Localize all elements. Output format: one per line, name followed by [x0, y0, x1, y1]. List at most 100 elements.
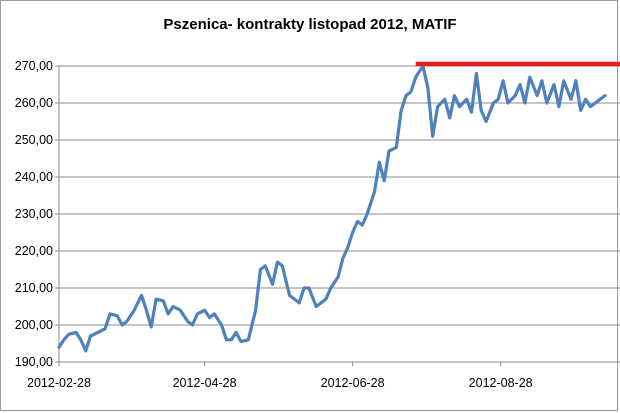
data-point [574, 79, 578, 83]
data-point [230, 338, 233, 341]
x-tick-label: 2012-04-28 [173, 376, 237, 390]
data-point [528, 75, 531, 79]
data-point [171, 305, 175, 308]
y-tick-label: 270,00 [15, 59, 53, 73]
data-point [145, 309, 148, 312]
data-point [140, 294, 143, 297]
data-point [480, 109, 483, 112]
grid-lines [59, 65, 620, 326]
data-point [341, 257, 345, 260]
data-point [373, 190, 376, 193]
x-tick-label: 2012-02-28 [27, 376, 91, 390]
data-point [302, 286, 306, 290]
data-point [288, 294, 291, 297]
data-point [506, 101, 510, 105]
data-point [239, 340, 243, 343]
data-point [395, 146, 398, 149]
data-point [315, 305, 318, 308]
data-point [162, 299, 165, 303]
data-point [594, 101, 597, 105]
data-point [361, 223, 364, 227]
data-point [108, 312, 112, 316]
series-layer [57, 64, 607, 353]
axes [55, 65, 620, 366]
data-point [351, 231, 354, 234]
data-point [133, 309, 136, 312]
x-tick-label: 2012-08-28 [469, 376, 533, 390]
data-point [569, 98, 573, 101]
data-point [409, 90, 413, 94]
data-point [298, 301, 301, 304]
data-point [120, 323, 124, 327]
series-line [57, 64, 607, 353]
data-point [62, 338, 66, 341]
data-point [552, 83, 556, 86]
data-point [484, 120, 488, 123]
data-point [579, 109, 582, 112]
data-point [196, 312, 199, 316]
data-point [404, 94, 408, 97]
data-point [203, 309, 206, 312]
data-point [213, 312, 216, 316]
data-point [264, 264, 267, 267]
data-point [598, 98, 602, 101]
data-point [501, 79, 505, 83]
data-point [336, 275, 340, 279]
y-tick-label: 240,00 [15, 170, 53, 184]
data-point [366, 212, 369, 216]
data-point [150, 325, 153, 329]
chart-title: Pszenica- kontrakty listopad 2012, MATIF [163, 16, 457, 33]
data-point [475, 72, 478, 75]
data-point [220, 323, 223, 327]
data-point [356, 220, 359, 223]
y-tick-label: 230,00 [15, 207, 53, 221]
data-point [453, 94, 456, 97]
data-point [254, 309, 257, 312]
data-point [324, 297, 328, 301]
x-tick-label: 2012-06-28 [321, 376, 385, 390]
data-point [67, 333, 70, 336]
data-point [514, 94, 517, 97]
data-point [271, 283, 274, 286]
y-tick-label: 250,00 [15, 133, 53, 147]
data-point [492, 101, 495, 105]
data-point [557, 105, 561, 108]
data-point [448, 116, 451, 120]
data-point [523, 101, 527, 105]
y-tick-label: 210,00 [15, 281, 53, 295]
data-point [125, 320, 129, 323]
data-point [57, 346, 61, 349]
data-point [443, 98, 446, 101]
data-point [431, 135, 434, 138]
y-tick-label: 190,00 [15, 355, 53, 369]
data-point [293, 297, 296, 301]
data-point [436, 105, 439, 108]
y-tick-label: 200,00 [15, 318, 53, 332]
data-point [84, 349, 87, 353]
data-point [89, 334, 92, 338]
data-point [400, 109, 403, 112]
data-point [465, 98, 468, 101]
y-tick-label: 220,00 [15, 244, 53, 258]
data-point [535, 94, 539, 97]
data-point [545, 101, 548, 105]
data-point [154, 297, 158, 301]
data-point [79, 338, 83, 341]
data-point [281, 264, 284, 267]
data-point [319, 301, 323, 304]
data-point [329, 286, 332, 290]
data-point [346, 246, 349, 249]
data-point [179, 309, 182, 312]
data-point [589, 105, 592, 108]
data-point [426, 87, 430, 90]
data-point [259, 268, 262, 271]
data-point [518, 83, 522, 86]
data-point [96, 331, 100, 334]
data-point [497, 98, 500, 101]
data-point [307, 286, 311, 290]
data-point [247, 338, 250, 341]
data-point [378, 161, 381, 164]
data-point [540, 79, 544, 83]
